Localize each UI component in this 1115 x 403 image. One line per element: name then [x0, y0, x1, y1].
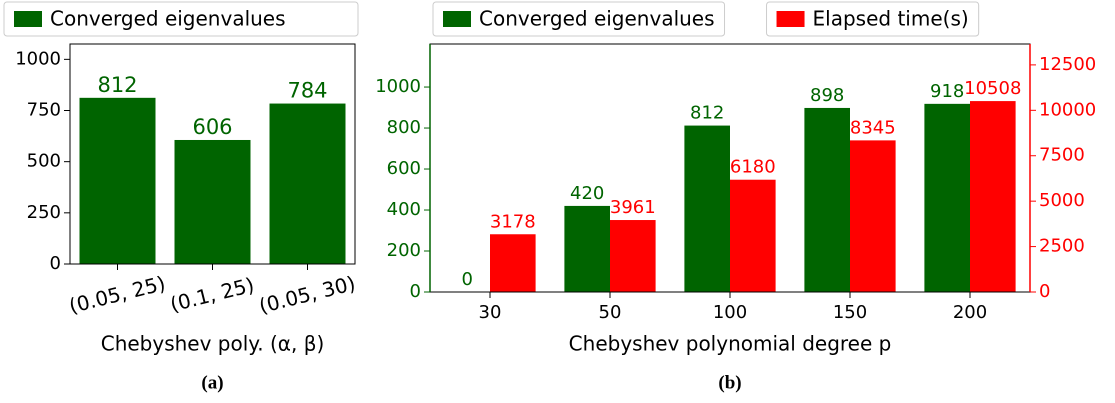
legend-box	[3, 1, 359, 37]
data-label: 918	[930, 81, 964, 102]
bar	[804, 107, 850, 292]
y-tick-label: 0	[50, 253, 61, 274]
y2-tick-label: 10000	[1039, 99, 1096, 120]
x-tick-label: 200	[953, 302, 987, 323]
bar	[490, 234, 536, 292]
x-tick-label: 150	[833, 302, 867, 323]
data-label: 606	[192, 115, 232, 139]
data-label: 812	[690, 103, 724, 124]
x-axis-label: Chebyshev poly. (α, β)	[101, 332, 325, 356]
legend-swatch	[443, 11, 471, 27]
legend-box	[766, 1, 980, 37]
y2-tick-label: 7500	[1039, 145, 1085, 166]
x-tick-label: 30	[479, 302, 502, 323]
x-tick-label: (0.1, 25)	[168, 273, 257, 317]
data-label: 3178	[490, 211, 536, 232]
legend-box	[432, 1, 726, 37]
y-tick-label: 0	[410, 281, 421, 302]
legend-swatch	[14, 11, 42, 27]
data-label: 420	[570, 183, 604, 204]
data-label: 8345	[850, 117, 896, 138]
y-tick-label: 200	[387, 240, 421, 261]
y-tick-label: 600	[387, 158, 421, 179]
data-label: 6180	[730, 157, 776, 178]
bar	[684, 125, 730, 293]
bar	[850, 140, 896, 292]
caption: (b)	[718, 372, 741, 393]
y-tick-label: 750	[27, 100, 61, 121]
x-axis-label: Chebyshev polynomial degree p	[569, 332, 892, 356]
y2-tick-label: 2500	[1039, 236, 1085, 257]
legend-label: Converged eigenvalues	[479, 7, 715, 31]
data-label: 898	[810, 85, 844, 106]
data-label: 3961	[610, 197, 656, 218]
y-tick-label: 400	[387, 199, 421, 220]
bar	[269, 103, 346, 264]
y-tick-label: 250	[27, 202, 61, 223]
y-tick-label: 1000	[375, 76, 421, 97]
bar	[924, 103, 970, 292]
data-label: 784	[287, 79, 327, 103]
data-label: 10508	[964, 78, 1021, 99]
bar	[730, 179, 776, 292]
x-tick-label: (0.05, 30)	[257, 271, 358, 318]
bar	[174, 139, 251, 264]
legend-swatch	[776, 11, 805, 27]
bar	[79, 97, 156, 264]
y-tick-label: 500	[27, 151, 61, 172]
y2-tick-label: 5000	[1039, 190, 1085, 211]
y2-tick-label: 0	[1039, 281, 1050, 302]
legend-label: Converged eigenvalues	[50, 7, 286, 31]
y-tick-label: 800	[387, 117, 421, 138]
bar	[970, 101, 1016, 292]
x-tick-label: 100	[713, 302, 747, 323]
caption: (a)	[201, 372, 223, 393]
bar	[564, 205, 610, 292]
data-label: 0	[461, 269, 472, 290]
y2-tick-label: 12500	[1039, 54, 1096, 75]
legend-label: Elapsed time(s)	[813, 7, 969, 31]
y-tick-label: 1000	[15, 48, 61, 69]
data-label: 812	[97, 73, 137, 97]
bar	[610, 220, 656, 292]
x-tick-label: (0.05, 25)	[67, 271, 168, 318]
x-tick-label: 50	[599, 302, 622, 323]
